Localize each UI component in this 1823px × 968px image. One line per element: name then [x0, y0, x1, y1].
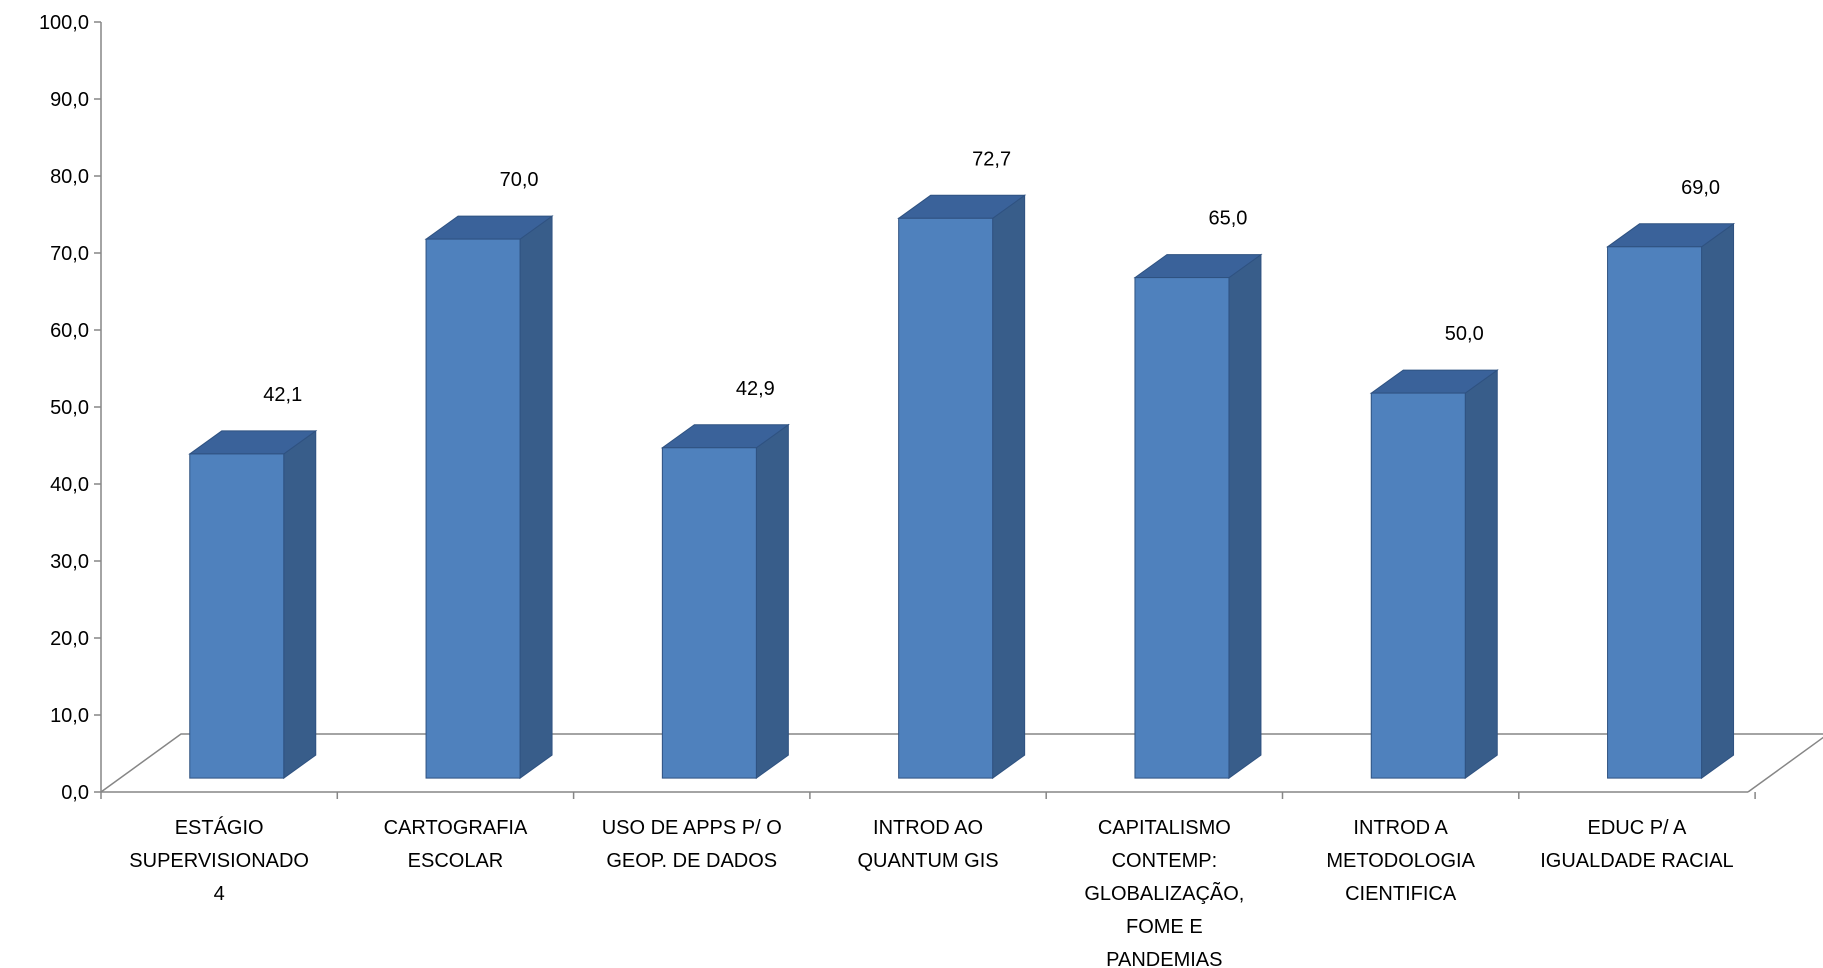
category-label-line: GLOBALIZAÇÃO, [1084, 881, 1244, 905]
bar-front [189, 453, 285, 779]
category-label-line: 4 [214, 883, 225, 905]
floor-back-edge [100, 733, 1823, 793]
category-label-line: CIENTIFICA [1345, 883, 1457, 905]
bar-front [898, 217, 994, 779]
axes: 0,0 10,0 20,0 30,0 40,0 50,0 60,0 70,0 80,0 90,0 1… [39, 12, 1756, 804]
bar-side [519, 215, 553, 780]
y-tick-label: 20,0 [50, 628, 89, 650]
bar-front [1370, 392, 1466, 779]
labels: 42,1 ESTÁGIO SUPERVISIONADO 4 70,0 CARTOGRAFI… [129, 148, 1733, 968]
bar-side [1228, 253, 1262, 780]
category-label-line: QUANTUM GIS [857, 850, 998, 872]
category-label-line: METODOLOGIA [1326, 850, 1475, 872]
category-label: USO DE APPS P/ O GEOP. DE DADOS [602, 817, 782, 872]
floor-right-edge [1747, 736, 1823, 793]
bar [188, 429, 318, 780]
category-label-line: CAPITALISMO [1098, 817, 1231, 839]
category-label-line: GEOP. DE DADOS [606, 850, 777, 872]
data-label: 42,1 [263, 384, 302, 406]
bar-side [283, 429, 317, 780]
category-label-line: CONTEMP: [1112, 850, 1218, 872]
category-label-line: CARTOGRAFIA [384, 817, 528, 839]
y-tick-label: 70,0 [50, 243, 89, 265]
y-tick-label: 50,0 [50, 397, 89, 419]
category-label-line: PANDEMIAS [1106, 949, 1222, 968]
category-label: CAPITALISMO CONTEMP: GLOBALIZAÇÃO, FOME E PA… [1084, 817, 1244, 968]
y-tick-label: 30,0 [50, 551, 89, 573]
bar-front [1134, 277, 1230, 779]
category-label-line: SUPERVISIONADO [129, 850, 309, 872]
bars [188, 194, 1736, 780]
category-label-line: INTROD A [1353, 817, 1448, 839]
bar-side [755, 423, 789, 780]
data-label: 65,0 [1208, 208, 1247, 230]
category-label: EDUC P/ A IGUALDADE RACIAL [1540, 817, 1733, 872]
bar-side [992, 194, 1026, 780]
data-label: 50,0 [1445, 323, 1484, 345]
category-label-line: ESCOLAR [408, 850, 504, 872]
data-label: 42,9 [736, 378, 775, 400]
bar [1369, 369, 1499, 780]
y-tick-label: 80,0 [50, 166, 89, 188]
category-label: CARTOGRAFIA ESCOLAR [384, 817, 528, 872]
category-label: ESTÁGIO SUPERVISIONADO 4 [129, 816, 309, 905]
bar [1605, 222, 1736, 780]
bar-front [661, 447, 757, 779]
bar [897, 194, 1027, 780]
category-label-line: ESTÁGIO [175, 816, 264, 839]
data-label: 70,0 [500, 169, 539, 191]
bar-front [425, 238, 521, 779]
category-label-line: INTROD AO [873, 817, 983, 839]
y-tick-label: 90,0 [50, 89, 89, 111]
y-tick-label: 40,0 [50, 474, 89, 496]
y-tick-label: 10,0 [50, 705, 89, 727]
chart-floor [100, 733, 1823, 793]
bar [424, 215, 554, 780]
y-tick-label: 100,0 [39, 12, 89, 34]
y-tick-label: 0,0 [61, 782, 89, 804]
bar [1133, 253, 1263, 780]
bar-side [1701, 222, 1735, 780]
y-tick-label: 60,0 [50, 320, 89, 342]
bar [660, 423, 790, 780]
category-label: INTROD AO QUANTUM GIS [857, 817, 998, 872]
category-label-line: IGUALDADE RACIAL [1540, 850, 1733, 872]
data-label: 69,0 [1681, 177, 1720, 199]
category-label: INTROD A METODOLOGIA CIENTIFICA [1326, 817, 1475, 905]
category-label-line: EDUC P/ A [1587, 817, 1687, 839]
category-label-line: USO DE APPS P/ O [602, 817, 782, 839]
bar-side [1464, 369, 1498, 780]
bar-front [1607, 246, 1703, 779]
category-label-line: FOME E [1126, 916, 1203, 938]
data-label: 72,7 [972, 148, 1011, 170]
